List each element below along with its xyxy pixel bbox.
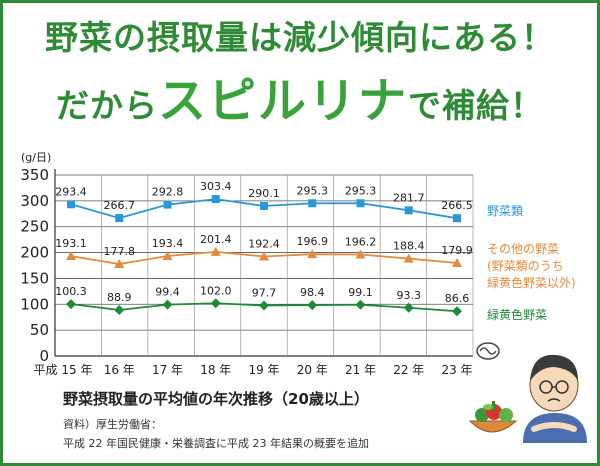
data-label: 88.9 (107, 291, 132, 304)
y-tick-label: 50 (30, 321, 49, 339)
data-point (162, 250, 173, 260)
y-tick-label: 350 (20, 166, 49, 184)
data-point (259, 251, 269, 261)
line-chart: (g/日) 0 50 100 150 200 250 300 350 平成 15 年 16 年 17 … (20, 151, 576, 377)
person-icon (523, 354, 587, 443)
data-point (114, 259, 125, 269)
data-label: 97.7 (252, 286, 277, 299)
headline-prefix: だから (53, 83, 160, 128)
y-tick-label: 300 (20, 192, 49, 210)
data-point (162, 299, 173, 310)
legend-entry: 野菜類 (487, 204, 523, 218)
data-label: 266.5 (441, 199, 473, 212)
data-label: 98.4 (300, 286, 325, 299)
x-tick-label: 19 年 (248, 363, 279, 377)
data-point (163, 200, 172, 209)
data-label: 100.3 (55, 285, 87, 298)
x-tick-label: 21 年 (345, 363, 376, 377)
source-note: 平成 22 年国民健康・栄養調査に平成 23 年結果の概要を追加 (63, 437, 369, 450)
data-point (356, 199, 365, 208)
data-label: 290.1 (248, 187, 280, 200)
data-label: 93.3 (397, 289, 422, 302)
data-label: 179.9 (441, 244, 473, 257)
data-point (452, 306, 462, 317)
source-line: 資料）厚生労働省： (63, 418, 162, 431)
x-tick-label: 16 年 (104, 363, 135, 377)
data-point (308, 199, 317, 208)
x-tick-label: 23 年 (441, 363, 472, 377)
data-point (452, 257, 462, 267)
x-tick-label: 平成 15 年 (34, 363, 93, 377)
data-point (355, 249, 366, 259)
x-tick-label: 17 年 (152, 363, 183, 377)
data-label: 193.4 (152, 237, 184, 250)
data-point (307, 249, 318, 259)
x-tick-label: 20 年 (297, 363, 328, 377)
data-label: 266.7 (104, 199, 136, 212)
data-label: 303.4 (200, 180, 232, 193)
y-tick-label: 250 (20, 218, 49, 236)
chart-caption: 野菜摂取量の平均値の年次推移（20歳以上） (63, 390, 369, 408)
data-point (260, 201, 268, 210)
data-point (404, 206, 413, 215)
worried-person-illustration (468, 342, 587, 443)
scribble-icon (476, 342, 500, 360)
data-label: 281.7 (393, 191, 425, 204)
data-point (403, 253, 414, 263)
x-tick-label: 22 年 (393, 363, 424, 377)
data-point (453, 214, 461, 223)
data-label: 295.3 (297, 184, 329, 197)
x-tick-label: 18 年 (200, 363, 231, 377)
data-label: 292.8 (152, 186, 184, 199)
y-unit-label: (g/日) (21, 151, 51, 164)
vegetable-bowl-icon (468, 401, 518, 433)
data-label: 99.1 (348, 286, 373, 299)
headline-suffix: で補給！ (405, 83, 546, 128)
data-point (210, 298, 221, 309)
headline-line1: 野菜の摂取量は減少傾向にある！ (42, 15, 557, 60)
data-point (307, 300, 318, 311)
data-point (259, 300, 269, 311)
data-label: 102.0 (200, 284, 232, 297)
data-point (211, 195, 220, 204)
legend-entry: (野菜類のうち (487, 259, 564, 273)
headline-spirulina: スピルリナ (155, 70, 409, 132)
data-point (115, 214, 124, 223)
data-label: 196.9 (297, 235, 329, 248)
legend-entry: その他の野菜 (487, 242, 559, 256)
y-tick-label: 100 (20, 295, 49, 313)
data-point (210, 246, 221, 256)
data-label: 196.2 (345, 236, 377, 249)
data-point (66, 299, 76, 310)
data-label: 295.3 (345, 184, 377, 197)
data-point (403, 302, 414, 313)
y-tick-label: 150 (20, 269, 49, 287)
data-point (114, 305, 125, 316)
data-point (66, 251, 76, 261)
legend-entry: 緑黄色野菜以外) (487, 275, 576, 290)
data-label: 188.4 (393, 240, 425, 253)
data-label: 192.4 (248, 238, 280, 251)
data-label: 201.4 (200, 233, 232, 246)
data-label: 293.4 (55, 185, 87, 198)
headline-line2: だからスピルリナで補給！ (3, 61, 597, 132)
data-label: 193.1 (55, 237, 87, 250)
y-tick-label: 200 (20, 244, 49, 262)
data-point (67, 200, 75, 209)
data-label: 99.4 (155, 286, 180, 299)
data-label: 177.8 (104, 245, 136, 258)
data-point (355, 299, 366, 310)
data-label: 86.6 (445, 292, 470, 305)
legend-entry: 緑黄色野菜 (487, 307, 547, 322)
y-tick-label: 0 (39, 347, 49, 365)
